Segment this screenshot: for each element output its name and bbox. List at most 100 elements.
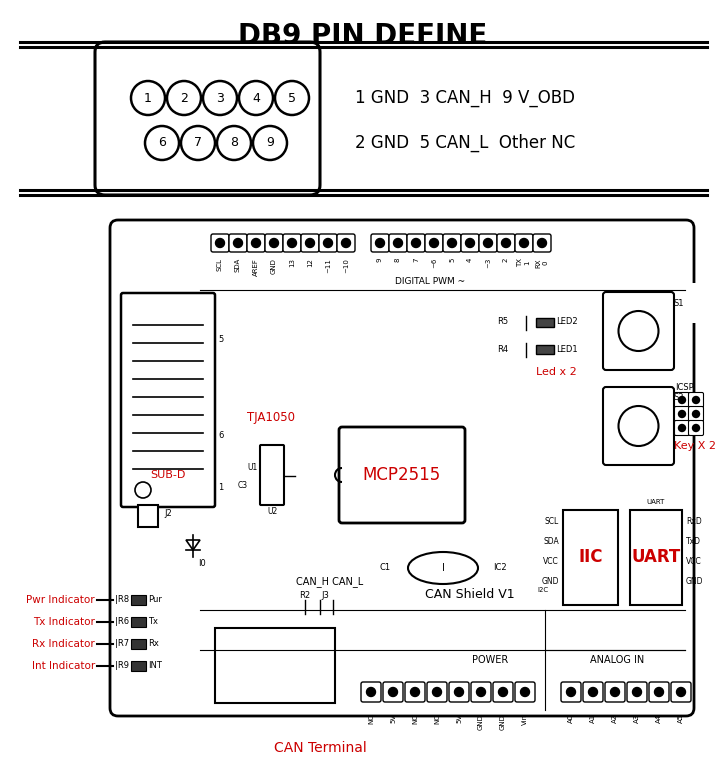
- FancyBboxPatch shape: [443, 234, 461, 252]
- Text: R5: R5: [497, 317, 508, 326]
- Circle shape: [287, 238, 297, 247]
- FancyBboxPatch shape: [247, 234, 265, 252]
- FancyBboxPatch shape: [301, 234, 319, 252]
- Text: 4: 4: [467, 258, 473, 263]
- FancyBboxPatch shape: [319, 234, 337, 252]
- Text: Key X 2: Key X 2: [674, 441, 716, 451]
- Circle shape: [366, 688, 376, 697]
- Text: UART: UART: [631, 549, 680, 566]
- Text: I0: I0: [198, 559, 206, 568]
- FancyBboxPatch shape: [497, 234, 515, 252]
- Text: A4: A4: [656, 714, 662, 723]
- Circle shape: [611, 688, 619, 697]
- Text: 12: 12: [307, 258, 313, 267]
- Circle shape: [411, 238, 420, 247]
- Text: 5V: 5V: [390, 714, 396, 723]
- Text: NC: NC: [412, 714, 418, 724]
- Text: 8: 8: [230, 137, 238, 150]
- FancyBboxPatch shape: [131, 661, 146, 671]
- Text: |R7: |R7: [115, 640, 129, 648]
- Text: TX
1: TX 1: [518, 258, 531, 267]
- Circle shape: [253, 126, 287, 160]
- Text: 13: 13: [289, 258, 295, 267]
- FancyBboxPatch shape: [260, 445, 284, 505]
- Text: A5: A5: [678, 714, 684, 723]
- FancyBboxPatch shape: [493, 682, 513, 702]
- Circle shape: [521, 688, 529, 697]
- Text: 8: 8: [395, 258, 401, 263]
- Text: UART: UART: [647, 499, 665, 505]
- Circle shape: [270, 238, 278, 247]
- Circle shape: [537, 238, 547, 247]
- FancyBboxPatch shape: [110, 220, 694, 716]
- Text: SDA: SDA: [543, 537, 559, 546]
- Circle shape: [502, 238, 510, 247]
- FancyBboxPatch shape: [649, 682, 669, 702]
- Text: SCL: SCL: [217, 258, 223, 271]
- Text: 1 GND  3 CAN_H  9 V_OBD: 1 GND 3 CAN_H 9 V_OBD: [355, 89, 575, 107]
- Text: POWER: POWER: [472, 655, 508, 665]
- FancyBboxPatch shape: [675, 392, 689, 408]
- FancyBboxPatch shape: [95, 42, 320, 195]
- Text: R4: R4: [497, 345, 508, 354]
- Text: 3: 3: [216, 92, 224, 105]
- Text: ICSP: ICSP: [675, 383, 694, 392]
- FancyBboxPatch shape: [627, 682, 647, 702]
- Circle shape: [619, 311, 659, 351]
- Text: U2: U2: [267, 508, 277, 517]
- Polygon shape: [186, 540, 200, 550]
- Circle shape: [483, 238, 492, 247]
- Text: Tx Indicator: Tx Indicator: [33, 617, 95, 627]
- Circle shape: [131, 81, 165, 115]
- FancyBboxPatch shape: [688, 392, 704, 408]
- Text: GND: GND: [542, 578, 559, 587]
- Text: ~6: ~6: [431, 258, 437, 269]
- Circle shape: [677, 688, 686, 697]
- Text: SDA: SDA: [235, 258, 241, 272]
- FancyBboxPatch shape: [407, 234, 425, 252]
- Text: SUB-D: SUB-D: [150, 470, 185, 480]
- Circle shape: [588, 688, 598, 697]
- Text: CAN_H CAN_L: CAN_H CAN_L: [296, 577, 364, 587]
- FancyBboxPatch shape: [383, 682, 403, 702]
- FancyBboxPatch shape: [603, 292, 674, 370]
- FancyBboxPatch shape: [389, 234, 407, 252]
- FancyBboxPatch shape: [603, 387, 674, 465]
- Circle shape: [388, 688, 398, 697]
- Circle shape: [499, 688, 507, 697]
- Text: 7: 7: [413, 258, 419, 263]
- Circle shape: [203, 81, 237, 115]
- FancyBboxPatch shape: [449, 682, 469, 702]
- Text: MCP2515: MCP2515: [363, 466, 441, 484]
- Circle shape: [619, 406, 659, 446]
- Circle shape: [252, 238, 260, 247]
- Text: TJA1050: TJA1050: [247, 411, 295, 424]
- Text: CAN Terminal: CAN Terminal: [273, 741, 366, 755]
- Circle shape: [376, 238, 385, 247]
- FancyBboxPatch shape: [471, 682, 491, 702]
- Text: ~3: ~3: [485, 258, 491, 269]
- Text: I: I: [441, 563, 444, 573]
- FancyBboxPatch shape: [229, 234, 247, 252]
- FancyBboxPatch shape: [630, 510, 682, 605]
- FancyBboxPatch shape: [536, 318, 554, 327]
- Text: |R6: |R6: [115, 618, 129, 626]
- Text: J3: J3: [321, 591, 329, 600]
- Text: INT: INT: [148, 662, 162, 670]
- Circle shape: [167, 81, 201, 115]
- Text: DIGITAL PWM ~: DIGITAL PWM ~: [395, 278, 465, 286]
- Text: 1: 1: [218, 483, 223, 492]
- FancyBboxPatch shape: [361, 682, 381, 702]
- Text: GND: GND: [686, 578, 704, 587]
- Circle shape: [430, 238, 438, 247]
- Text: VCC: VCC: [686, 558, 702, 566]
- Text: GND: GND: [500, 714, 506, 730]
- Text: 5: 5: [288, 92, 296, 105]
- Text: 5V: 5V: [456, 714, 462, 723]
- FancyBboxPatch shape: [563, 510, 618, 605]
- FancyBboxPatch shape: [131, 617, 146, 627]
- Circle shape: [454, 688, 464, 697]
- Circle shape: [342, 238, 350, 247]
- Text: S2: S2: [673, 393, 683, 402]
- FancyBboxPatch shape: [131, 639, 146, 649]
